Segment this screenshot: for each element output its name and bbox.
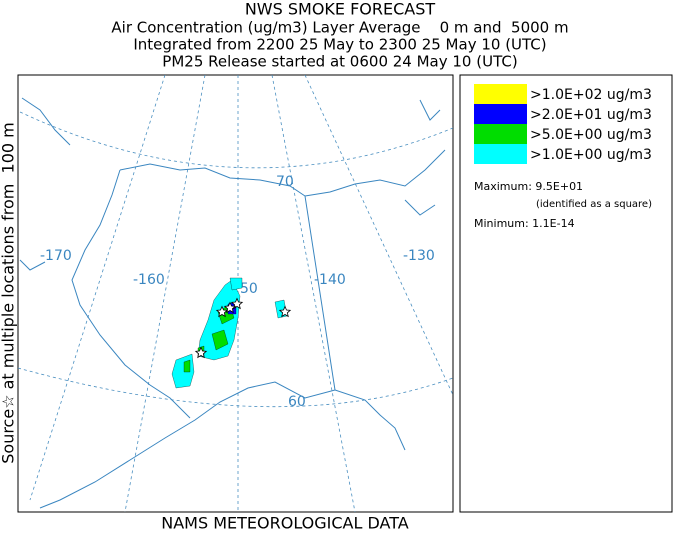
graticule — [29, 75, 166, 501]
legend-swatch — [474, 104, 527, 124]
legend-label: >1.0E+02 ug/m3 — [530, 87, 652, 103]
source-star — [215, 305, 229, 318]
title: NWS SMOKE FORECAST — [245, 0, 436, 19]
coastline — [71, 169, 191, 419]
coastline — [119, 163, 406, 451]
coastline — [39, 381, 336, 509]
coastline — [304, 149, 446, 197]
graticule-label: 50 — [240, 281, 258, 297]
legend-swatch — [474, 144, 527, 164]
plume-contour — [197, 279, 241, 361]
minimum: Minimum: 1.1E-14 — [474, 217, 575, 230]
graticule-label: -130 — [403, 248, 435, 264]
subtitle: PM25 Release started at 0600 24 May 10 (… — [162, 53, 517, 71]
plume-contour — [183, 359, 191, 373]
map: 70 60 -170 -160 50 -140 -130 — [17, 74, 454, 513]
side-label: Source☆ at multiple locations from 100 m — [0, 122, 18, 464]
graticule-label: -170 — [40, 248, 72, 264]
legend-label: >2.0E+01 ug/m3 — [530, 107, 652, 123]
maximum: Maximum: 9.5E+01 — [474, 180, 583, 193]
graticule-label: -160 — [133, 272, 165, 288]
source-star — [278, 305, 292, 318]
graticule — [19, 111, 453, 169]
subtitle: Integrated from 2200 25 May to 2300 25 M… — [133, 36, 546, 54]
legend-swatch — [474, 124, 527, 144]
smoke-plume — [171, 277, 292, 389]
source-star — [194, 346, 208, 359]
graticule-label: -140 — [314, 272, 346, 288]
legend-label: >1.0E+00 ug/m3 — [530, 147, 652, 163]
coastline — [404, 99, 441, 216]
legend-label: >5.0E+00 ug/m3 — [530, 127, 652, 143]
graticule-label: 70 — [276, 174, 294, 190]
legend-swatch — [474, 84, 527, 104]
graticule — [304, 75, 453, 396]
subtitle: Air Concentration (ug/m3) Layer Average … — [111, 19, 568, 37]
graticule-label: 60 — [288, 394, 306, 410]
legend: >1.0E+02 ug/m3 >2.0E+01 ug/m3 >5.0E+00 ug/… — [474, 84, 652, 164]
plume-contour — [211, 329, 229, 351]
graticule — [124, 75, 206, 512]
footer: NAMS METEOROLOGICAL DATA — [161, 514, 409, 533]
maximum-note: (identified as a square) — [536, 199, 652, 210]
plume-contour — [229, 277, 243, 291]
coastline — [19, 97, 71, 271]
graticule — [271, 75, 356, 512]
graticule — [18, 367, 453, 408]
